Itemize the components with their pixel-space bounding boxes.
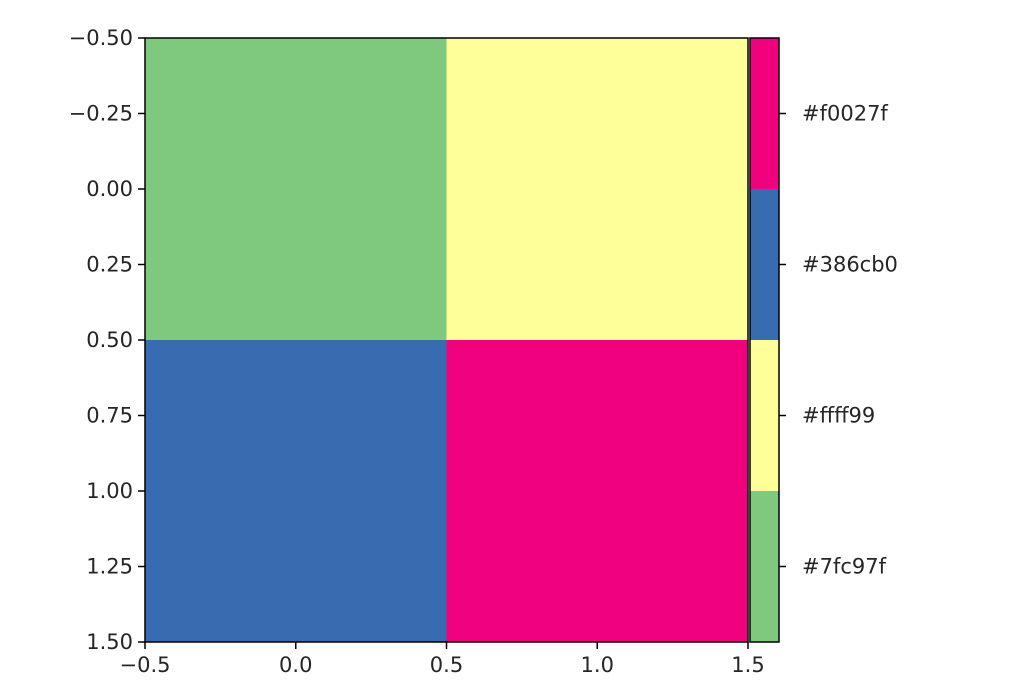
- y-tick-label: 0.50: [86, 328, 133, 352]
- y-tick-label: 0.75: [86, 404, 133, 428]
- colorbar-segment: [750, 340, 779, 491]
- heatmap-cell-r1-c0: [145, 340, 447, 642]
- colorbar-segment: [750, 491, 779, 642]
- x-tick-label: 0.5: [430, 653, 463, 677]
- colorbar-tick-label: #f0027f: [802, 102, 888, 126]
- colorbar-tick-label: #7fc97f: [802, 555, 887, 579]
- colorbar-tick-label: #ffff99: [802, 404, 875, 428]
- colorbar-frame: [749, 37, 780, 643]
- colorbar-segment: [750, 189, 779, 340]
- y-tick-label: −0.25: [69, 102, 133, 126]
- y-tick-label: 0.00: [86, 177, 133, 201]
- x-axis: −0.5 0.0 0.5 1.0 1.5: [120, 642, 765, 677]
- heatmap-cell-r0-c0: [145, 38, 447, 340]
- y-tick-label: 1.25: [86, 555, 133, 579]
- colorbar: [750, 38, 779, 642]
- y-tick-label: 1.00: [86, 479, 133, 503]
- y-tick-label: 0.25: [86, 253, 133, 277]
- y-axis: −0.50 −0.25 0.00 0.25 0.50 0.75 1.00 1.25 1.50: [69, 26, 145, 654]
- colorbar-tick-label: #386cb0: [802, 253, 898, 277]
- x-tick-label: 1.5: [731, 653, 764, 677]
- x-tick-label: 1.0: [581, 653, 614, 677]
- heatmap-cell-r1-c1: [446, 340, 748, 642]
- colorbar-ticks: #f0027f #386cb0 #ffff99 #7fc97f: [779, 102, 898, 579]
- heatmap-cells: [145, 38, 748, 642]
- y-tick-label: 1.50: [86, 630, 133, 654]
- x-tick-label: 0.0: [279, 653, 312, 677]
- y-tick-label: −0.50: [69, 26, 133, 50]
- heatmap-cell-r0-c1: [446, 38, 748, 340]
- colorbar-segment: [750, 38, 779, 189]
- x-tick-label: −0.5: [120, 653, 171, 677]
